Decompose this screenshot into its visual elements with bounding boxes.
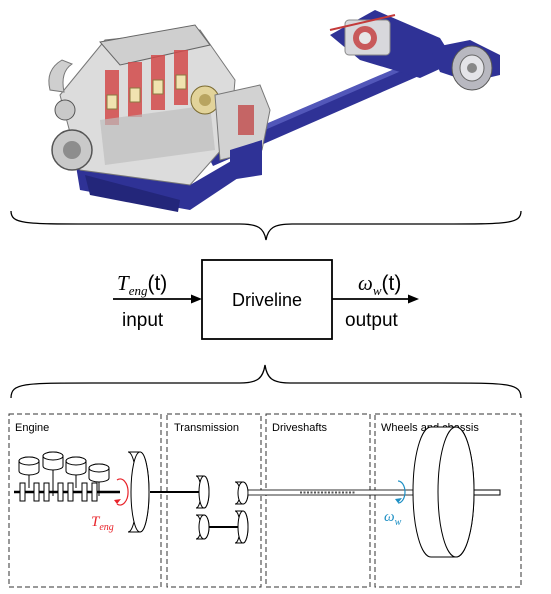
section-label-engine: Engine bbox=[15, 422, 49, 434]
lower-brace bbox=[10, 364, 522, 399]
input-argument: (t) bbox=[147, 272, 167, 295]
upper-brace bbox=[10, 210, 522, 241]
engine-torque-subscript: eng bbox=[99, 522, 113, 533]
wheels-section bbox=[374, 413, 522, 588]
section-label-driveshafts: Driveshafts bbox=[272, 422, 328, 434]
engine-torque-arrowhead bbox=[114, 499, 121, 504]
transmission-section bbox=[166, 413, 262, 588]
section-boxes bbox=[8, 413, 522, 588]
engine-torque-symbol: T bbox=[91, 514, 101, 530]
input-signal: Teng(t) bbox=[117, 271, 167, 298]
wheel-schematic bbox=[412, 426, 501, 558]
engine-block bbox=[48, 24, 271, 212]
wheel-speed-label: ωw bbox=[384, 509, 402, 528]
wheel-speed-subscript: w bbox=[395, 517, 402, 528]
output-signal: ωw(t) bbox=[358, 271, 401, 298]
output-label: output bbox=[345, 310, 399, 331]
output-symbol: ω bbox=[358, 271, 373, 295]
driveline-label: Driveline bbox=[232, 290, 302, 310]
powertrain-illustration bbox=[48, 10, 500, 212]
wheel-speed-symbol: ω bbox=[384, 509, 395, 525]
output-arrow bbox=[332, 294, 419, 304]
driveline-block: Driveline bbox=[201, 259, 333, 340]
input-arrow bbox=[113, 294, 202, 304]
input-label: input bbox=[122, 310, 164, 331]
engine-schematic bbox=[14, 451, 161, 533]
input-subscript: eng bbox=[129, 283, 148, 298]
section-label-transmission: Transmission bbox=[174, 422, 239, 434]
wheel-speed-arrowhead bbox=[395, 498, 402, 503]
wheel-speed-arrow bbox=[397, 480, 406, 504]
driveline-box bbox=[201, 259, 333, 340]
engine-torque-label: Teng bbox=[91, 514, 114, 533]
rear-axle bbox=[329, 10, 500, 91]
output-argument: (t) bbox=[382, 272, 402, 295]
engine-torque-arrow bbox=[116, 478, 129, 506]
output-subscript: w bbox=[373, 283, 382, 298]
input-symbol: T bbox=[117, 271, 130, 295]
driveshafts-section bbox=[265, 413, 371, 588]
transmission-schematic bbox=[161, 475, 266, 544]
driveshaft-schematic bbox=[247, 489, 424, 496]
engine-section bbox=[8, 413, 162, 588]
